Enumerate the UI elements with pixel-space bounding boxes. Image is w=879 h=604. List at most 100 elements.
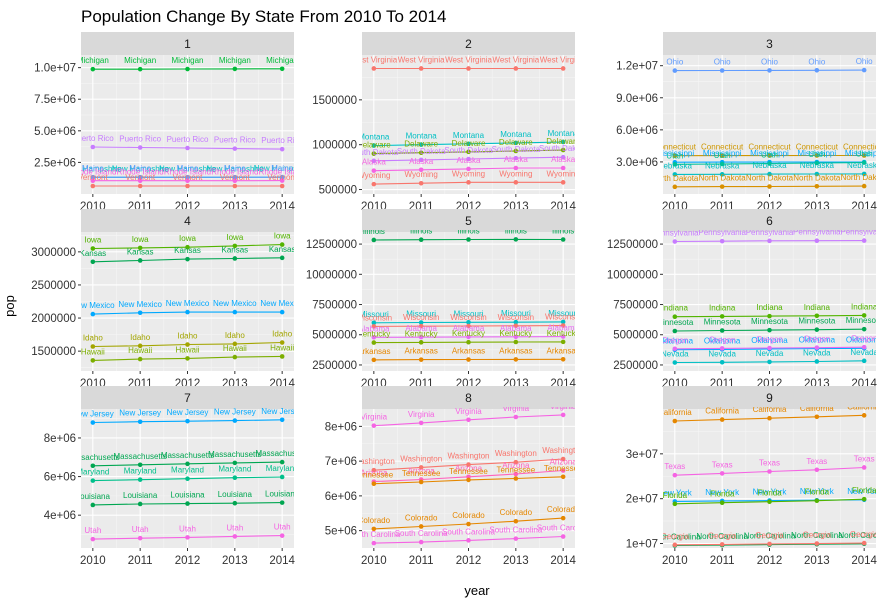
data-point [719, 346, 725, 351]
point-label: Kansas [269, 245, 296, 254]
point-label: Pennsylvania [793, 228, 841, 237]
point-label: New Hampshire [206, 164, 263, 173]
x-tick-label: 2010 [80, 555, 106, 567]
data-point [137, 419, 143, 425]
point-label: Illinois [410, 227, 432, 236]
data-point [232, 354, 238, 360]
data-point [371, 334, 377, 340]
data-point [279, 533, 285, 538]
data-point [279, 183, 285, 189]
point-label: Louisiana [265, 490, 300, 499]
point-label: Minnesota [798, 317, 835, 326]
data-point [513, 339, 519, 345]
point-label: Nebraska [800, 161, 835, 170]
point-label: West Virginia [350, 55, 397, 64]
point-label: South Dakota [539, 144, 588, 153]
point-label: Kentucky [357, 330, 390, 339]
point-label: West Virginia [398, 55, 445, 64]
point-label: Kentucky [547, 329, 580, 338]
point-label: Tennessee [449, 467, 488, 476]
data-point [418, 479, 424, 485]
facet-strip [663, 209, 876, 232]
data-point [466, 334, 471, 340]
data-point [814, 313, 820, 319]
point-label: Washington [495, 449, 537, 458]
data-point [418, 539, 424, 545]
data-point [560, 154, 566, 160]
point-label: New Mexico [213, 299, 257, 308]
point-label: New Jersey [119, 409, 161, 418]
y-tick-label: 1500000 [312, 95, 357, 107]
y-tick-label: 3.0e+06 [616, 157, 658, 169]
data-point [371, 143, 377, 148]
point-label: Minnesota [656, 318, 693, 327]
data-point [137, 245, 143, 251]
point-label: New Jersey [214, 408, 256, 417]
data-point [418, 420, 424, 426]
point-label: Florida [805, 488, 830, 497]
data-point [185, 256, 190, 262]
data-point [767, 68, 772, 73]
facet-strip-label: 2 [465, 37, 472, 51]
data-point [767, 499, 772, 505]
data-point [560, 456, 566, 462]
point-label: Washington [400, 454, 442, 463]
point-label: South Carolina [489, 526, 542, 535]
data-point [137, 178, 143, 184]
series-group: Illinois Illinois Illinois Illinois Illinois… [357, 227, 580, 363]
point-label: Idaho [272, 330, 293, 339]
point-label: North Carolina [696, 532, 748, 541]
point-label: Utah [132, 525, 149, 534]
x-tick-label: 2010 [662, 555, 688, 567]
point-label: Nebraska [658, 161, 693, 170]
data-point [371, 168, 377, 173]
data-point [185, 174, 190, 180]
data-point [861, 413, 867, 418]
facet-strip [362, 386, 575, 409]
data-point [560, 474, 566, 480]
point-label: Alabama [358, 324, 390, 333]
point-label: Alabama [547, 324, 579, 333]
point-label: Kansas [221, 245, 248, 254]
point-label: Arkansas [546, 346, 579, 355]
data-point [371, 467, 377, 473]
point-label: New York [800, 487, 835, 496]
data-point [513, 334, 519, 340]
data-point [466, 156, 471, 162]
data-point [560, 468, 566, 473]
data-point [232, 475, 238, 481]
data-point [719, 172, 725, 177]
data-point [371, 324, 377, 329]
data-point [418, 323, 424, 329]
chart-title: Population Change By State From 2010 To … [81, 7, 446, 26]
point-label: Oregon [661, 336, 688, 345]
data-point [560, 139, 566, 145]
data-point [90, 144, 96, 150]
data-point [418, 465, 424, 470]
point-label: Oregon [756, 335, 783, 344]
point-label: Ohio [666, 58, 683, 67]
point-label: New Mexico [166, 299, 210, 308]
data-point [861, 465, 867, 470]
point-label: Indiana [804, 303, 831, 312]
point-label: Texas [806, 457, 827, 466]
data-point [513, 140, 519, 146]
point-label: Rhode Island [117, 168, 164, 177]
series-group: Virginia Virginia Virginia Virginia Virginia… [358, 407, 584, 546]
data-point [466, 149, 471, 155]
point-label: New York [705, 488, 740, 497]
point-label: Rhode Island [259, 168, 306, 177]
data-point [232, 309, 238, 315]
point-label: South Carolina [442, 527, 495, 536]
point-label: Washington [542, 446, 584, 455]
point-label: New Mexico [71, 301, 115, 310]
data-point [466, 66, 471, 71]
data-point [719, 161, 725, 167]
data-point [232, 534, 238, 539]
data-point [90, 478, 96, 483]
point-label: Colorado [358, 516, 391, 525]
y-tick-label: 12500000 [306, 239, 357, 251]
point-label: Virginia [361, 413, 388, 422]
data-point [232, 460, 238, 466]
data-point [861, 540, 867, 546]
